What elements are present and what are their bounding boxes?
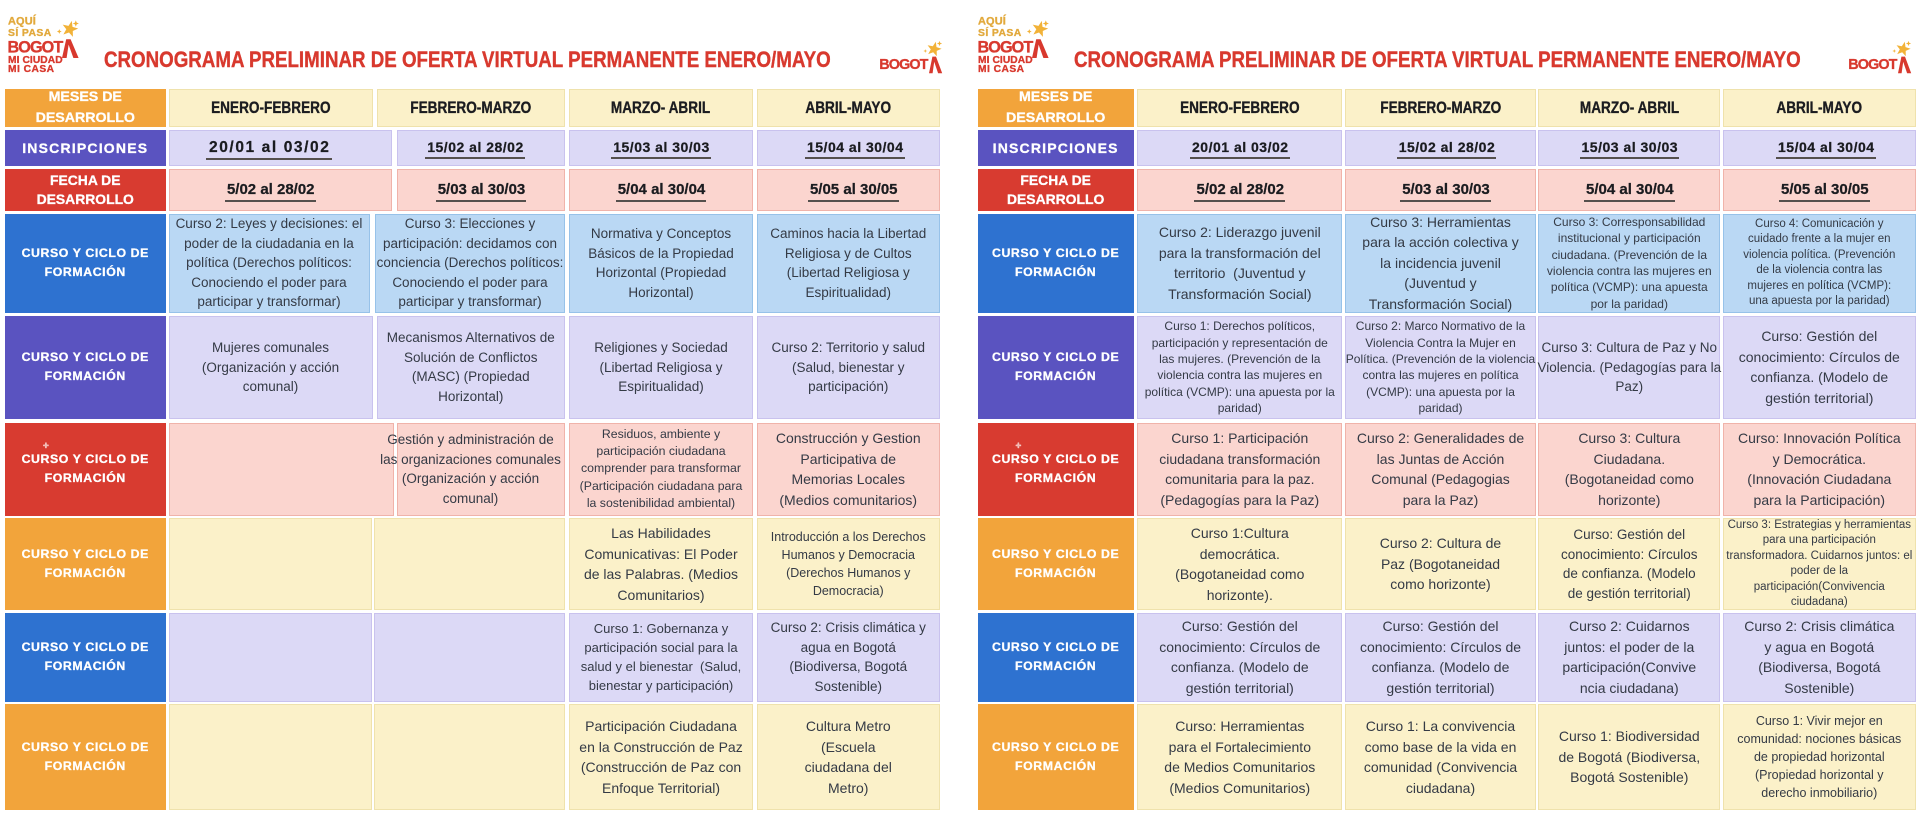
- svg-text:BOGOT: BOGOT: [1848, 57, 1897, 73]
- svg-text:SÍ PASA: SÍ PASA: [8, 26, 52, 39]
- svg-text:MI CIUDAD: MI CIUDAD: [8, 55, 63, 66]
- svg-text:AQUÍ: AQUÍ: [8, 14, 37, 27]
- svg-text:BOGOT: BOGOT: [879, 57, 928, 73]
- svg-text:BOGOT: BOGOT: [978, 39, 1033, 57]
- svg-text:MI CASA: MI CASA: [978, 64, 1025, 75]
- svg-text:BOGOT: BOGOT: [8, 39, 63, 57]
- svg-text:AQUÍ: AQUÍ: [978, 14, 1007, 27]
- svg-text:SÍ PASA: SÍ PASA: [978, 26, 1022, 39]
- svg-text:MI CASA: MI CASA: [8, 64, 55, 75]
- svg-text:MI CIUDAD: MI CIUDAD: [978, 55, 1033, 66]
